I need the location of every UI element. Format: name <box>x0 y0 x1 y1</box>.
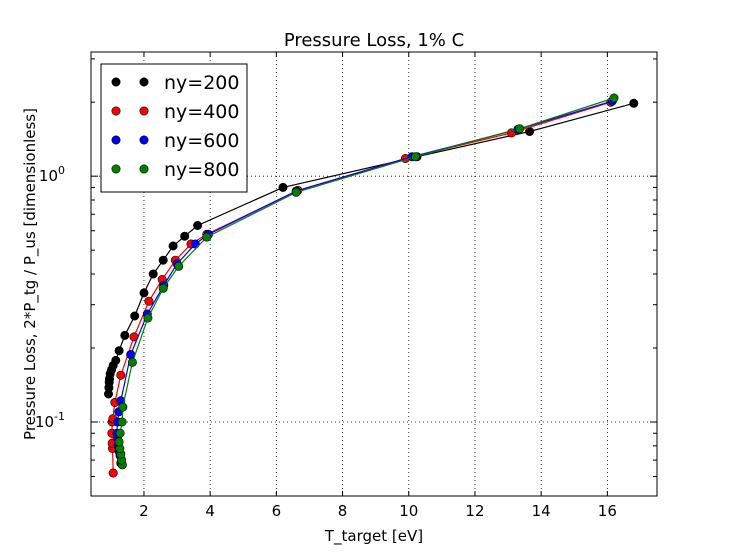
data-point-ny-600 <box>190 239 200 249</box>
data-point-ny-400 <box>144 296 154 306</box>
data-point-ny-800 <box>127 357 137 367</box>
data-point-ny-800 <box>174 261 184 271</box>
legend-marker-ny-400 <box>139 106 149 116</box>
y-tick-label: 100 <box>39 164 65 185</box>
data-point-ny-800 <box>114 437 124 447</box>
x-axis-label: T_target [eV] <box>324 527 423 546</box>
chart-title: Pressure Loss, 1% C <box>284 30 464 51</box>
data-point-ny-200 <box>278 182 288 192</box>
data-point-ny-400 <box>108 468 118 478</box>
legend-marker-ny-600 <box>139 135 149 145</box>
data-point-ny-800 <box>410 152 420 162</box>
data-point-ny-800 <box>609 93 619 103</box>
x-tick-label: 16 <box>598 502 617 520</box>
data-point-ny-200 <box>139 288 149 298</box>
data-point-ny-200 <box>111 355 121 365</box>
data-point-ny-800 <box>117 417 127 427</box>
data-point-ny-200 <box>168 241 178 251</box>
data-point-ny-800 <box>143 313 153 323</box>
legend-label-ny-600: ny=600 <box>164 130 239 152</box>
x-tick-label: 4 <box>205 502 215 520</box>
legend-marker-ny-400 <box>111 106 121 116</box>
legend-marker-ny-200 <box>111 77 121 87</box>
legend-label-ny-400: ny=400 <box>164 101 239 123</box>
x-tick-label: 6 <box>272 502 282 520</box>
data-point-ny-200 <box>193 221 203 231</box>
data-point-ny-800 <box>515 124 525 134</box>
legend-box <box>100 63 248 193</box>
data-point-ny-200 <box>180 231 190 241</box>
data-point-ny-200 <box>629 98 639 108</box>
legend-marker-ny-600 <box>111 135 121 145</box>
legend-label-ny-200: ny=200 <box>164 72 239 94</box>
y-tick-label: 10-1 <box>35 410 65 431</box>
x-tick-label: 10 <box>399 502 418 520</box>
x-tick-label: 2 <box>139 502 149 520</box>
series-layer <box>104 93 639 478</box>
data-point-ny-200 <box>114 346 124 356</box>
legend-marker-ny-800 <box>111 164 121 174</box>
tick-layer: 2 4 6 8 10 12 14 16 10-1 100 <box>35 52 657 520</box>
legend-marker-ny-200 <box>139 77 149 87</box>
data-point-ny-200 <box>148 269 158 279</box>
data-point-ny-200 <box>158 255 168 265</box>
data-point-ny-800 <box>118 402 128 412</box>
data-point-ny-800 <box>158 283 168 293</box>
data-point-ny-800 <box>202 232 212 242</box>
data-point-ny-800 <box>291 187 301 197</box>
x-tick-label: 8 <box>338 502 348 520</box>
x-tick-label: 14 <box>532 502 551 520</box>
legend: ny=200 ny=400 ny=600 ny=800 <box>100 63 248 193</box>
data-point-ny-200 <box>120 330 130 340</box>
legend-label-ny-800: ny=800 <box>164 159 239 181</box>
data-point-ny-800 <box>115 428 125 438</box>
data-point-ny-200 <box>130 311 140 321</box>
legend-marker-ny-800 <box>139 164 149 174</box>
data-point-ny-400 <box>116 370 126 380</box>
y-axis-label: Pressure Loss, 2*P_tg / P_us [dimensionl… <box>21 108 40 440</box>
x-tick-label: 12 <box>465 502 484 520</box>
